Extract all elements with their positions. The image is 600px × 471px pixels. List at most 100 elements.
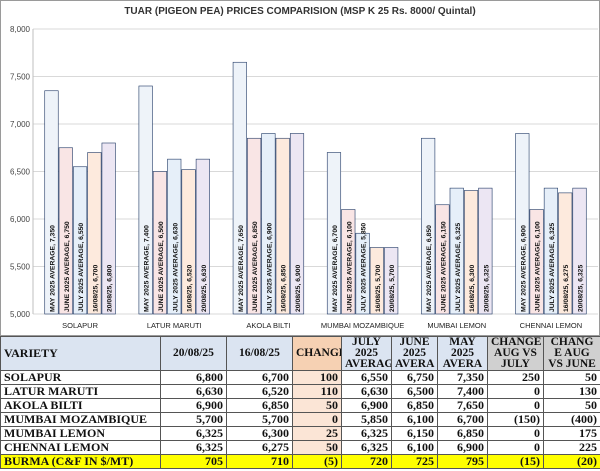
cell-d1: 6,900 [160,398,227,413]
cell-d2: 6,850 [226,398,293,413]
cell-chg_jul: 0 [487,398,544,413]
cell-chg_jun: 50 [543,398,600,413]
bar-4-4 [478,187,493,315]
cell-change: 50 [292,398,342,413]
bar-label: MAY 2025 AVERAGE, 7,400 [144,225,151,312]
cell-may: 7,350 [437,370,488,385]
cell-change: 0 [292,412,342,427]
cell-d1: 6,630 [160,384,227,399]
cell-change: 50 [292,440,342,455]
bar-label: MAY 2025 AVERAGE, 7,350 [49,225,56,312]
bar-1-5 [529,209,544,315]
header-date-16-08: 16/08/25 [226,336,293,371]
y-tick-label: 5,000 [10,310,31,319]
cell-june: 6,750 [391,370,438,385]
header-change-vs-july: CHANGE AUG VS JULY [487,336,544,371]
cell-june: 6,850 [391,398,438,413]
cell-may: 7,400 [437,384,488,399]
cell-may: 795 [437,454,488,469]
bar-label: 20/08/25, 6,800 [107,265,114,312]
x-category-label: LATUR MARUTI [147,321,202,330]
cell-july: 6,900 [341,398,392,413]
cell-june: 725 [391,454,438,469]
cell-may: 6,700 [437,412,488,427]
bar-label: JULY 2025 AVERAGE, 5,850 [361,223,368,312]
table-row: BURMA (C&F IN $/MT) 705 710 (5) 720 725 795 (15… [0,454,600,469]
x-category-label: MUMBAI MOZAMBIQUE [321,321,404,330]
cell-variety: MUMBAI MOZAMBIQUE [0,412,161,427]
price-comparison-chart: TUAR (PIGEON PEA) PRICES COMPARISION (MS… [0,0,600,336]
cell-may: 7,650 [437,398,488,413]
table-row: SOLAPUR 6,800 6,700 100 6,550 6,750 7,350 250 50 [0,370,600,385]
cell-d1: 705 [160,454,227,469]
header-july-average: JULY 2025 AVERAG [341,336,392,371]
chart-title: TUAR (PIGEON PEA) PRICES COMPARISION (MS… [124,6,475,17]
bar-label: JUNE 2025 AVERAGE, 6,500 [158,221,165,312]
bar-label: 16/08/25, 5,700 [375,265,382,312]
bar-label: 20/08/25, 6,325 [578,265,585,312]
cell-d1: 6,325 [160,440,227,455]
cell-july: 720 [341,454,392,469]
bar-label: 16/08/25, 6,300 [469,265,476,312]
cell-chg_jun: 50 [543,370,600,385]
cell-d2: 710 [226,454,293,469]
cell-june: 6,150 [391,426,438,441]
cell-d2: 6,520 [226,384,293,399]
bar-3-3 [369,247,384,315]
table-body: SOLAPUR 6,800 6,700 100 6,550 6,750 7,350 250 50… [0,370,600,469]
bar-2-0 [73,166,88,315]
cell-chg_jun: 130 [543,384,600,399]
y-tick-label: 7,500 [10,73,31,82]
bar-3-2 [275,137,290,315]
table-row: MUMBAI LEMON 6,325 6,300 25 6,325 6,150 6,850 0… [0,426,600,441]
bar-label: MAY 2025 AVERAGE, 7,650 [238,225,245,312]
bar-label: 16/08/25, 6,275 [563,265,570,312]
cell-d2: 5,700 [226,412,293,427]
cell-chg_jun: 225 [543,440,600,455]
bar-3-4 [463,190,479,315]
y-tick-label: 5,500 [10,263,31,272]
bar-4-2 [289,133,305,315]
bar-2-2 [261,133,276,315]
y-tick-label: 8,000 [10,25,31,34]
bar-label: MAY 2025 AVERAGE, 6,700 [332,225,339,312]
cell-june: 6,100 [391,412,438,427]
table-row: CHENNAI LEMON 6,325 6,275 50 6,325 6,100 6,900… [0,440,600,455]
y-tick-label: 6,000 [10,215,31,224]
bar-4-1 [195,158,210,315]
bar-3-5 [558,192,573,315]
bar-0-4 [421,137,436,315]
cell-variety: BURMA (C&F IN $/MT) [0,454,161,469]
cell-may: 6,900 [437,440,488,455]
bar-2-3 [355,232,370,315]
bar-3-0 [87,152,102,315]
bar-label: JULY 2025 AVERAGE, 6,630 [172,223,179,312]
chart-canvas: TUAR (PIGEON PEA) PRICES COMPARISION (MS… [0,0,600,336]
bar-1-1 [152,171,167,315]
header-date-20-08: 20/08/25 [160,336,227,371]
y-tick-label: 7,000 [10,120,31,129]
header-may-average: MAY 2025 AVERA [437,336,488,371]
cell-change: 25 [292,426,342,441]
header-change-vs-june: CHANG E AUG VS JUNE [543,336,600,371]
bar-0-3 [326,152,342,315]
table-header-row: VARIETY 20/08/25 16/08/25 CHANGE JULY 20… [0,336,600,371]
cell-variety: MUMBAI LEMON [0,426,161,441]
x-category-label: AKOLA BILTI [246,321,290,330]
bar-label: JULY 2025 AVERAGE, 6,325 [455,223,462,312]
cell-june: 6,100 [391,440,438,455]
bar-4-0 [101,142,116,315]
bar-label: 16/08/25, 6,700 [92,265,99,312]
bar-0-1 [138,85,153,315]
bar-label: JUNE 2025 AVERAGE, 6,750 [64,221,71,312]
bar-label: 16/08/25, 6,520 [187,265,194,312]
cell-chg_jul: (15) [487,454,544,469]
bar-label: JUNE 2025 AVERAGE, 6,150 [440,221,447,312]
cell-change: 110 [292,384,342,399]
cell-chg_jun: 175 [543,426,600,441]
bar-3-1 [181,169,196,315]
cell-d2: 6,700 [226,370,293,385]
cell-d1: 6,800 [160,370,227,385]
cell-july: 6,325 [341,426,392,441]
x-category-label: MUMBAI LEMON [427,321,486,330]
